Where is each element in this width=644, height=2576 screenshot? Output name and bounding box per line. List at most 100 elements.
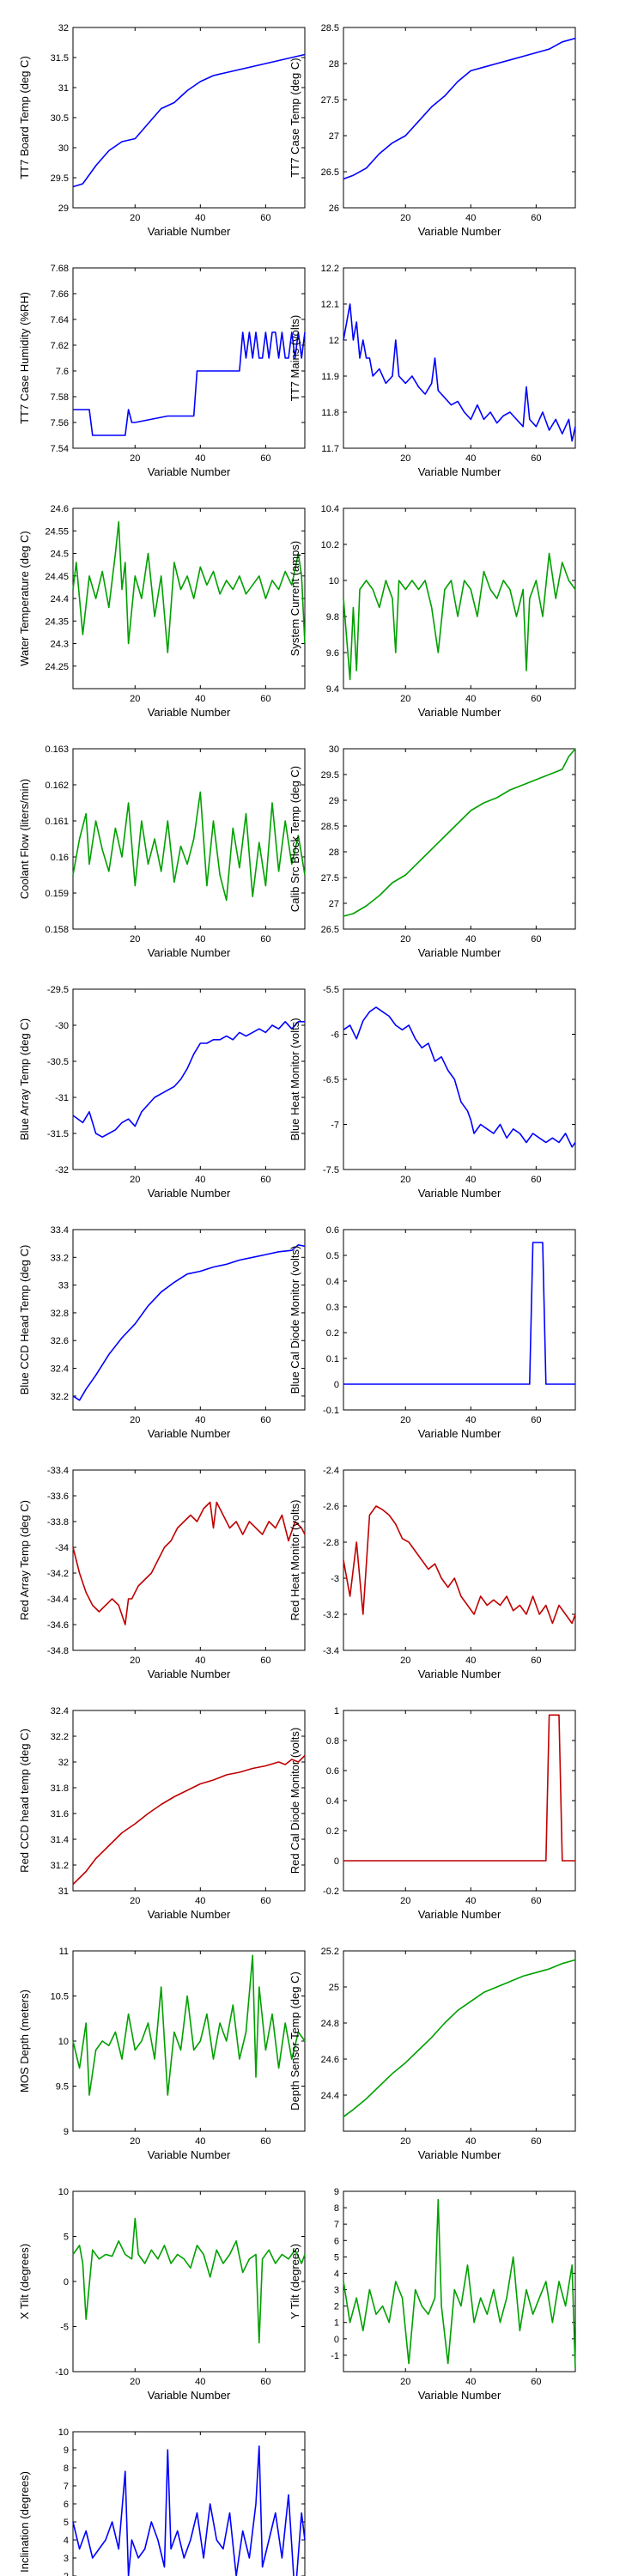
x-tick-label: 20 (400, 934, 410, 945)
plot-frame (343, 1710, 576, 1892)
y-tick-label: 8 (64, 2464, 69, 2474)
subplot-2: 26 26.5 27 27.5 28 28.5 20 40 60 Variable Number T… (289, 23, 576, 238)
y-tick-label: 31.8 (51, 1783, 69, 1794)
y-axis-label: Coolant Flow (liters/min) (18, 779, 31, 899)
series-line (72, 53, 306, 188)
y-tick-label: 24.4 (51, 594, 69, 605)
y-tick-label: -2.6 (323, 1502, 339, 1512)
y-tick-label: 28.5 (321, 23, 339, 33)
y-tick-label: 7.68 (51, 264, 69, 274)
y-tick-label: 0.4 (326, 1277, 339, 1287)
y-tick-label: 12.2 (321, 264, 339, 274)
series-line (72, 520, 306, 653)
y-tick-label: -6 (331, 1030, 339, 1041)
y-tick-label: 32.4 (51, 1364, 69, 1375)
series-line (343, 1714, 575, 1862)
y-tick-label: 0.6 (326, 1225, 339, 1236)
y-axis-label: TT7 Case Humidity (%RH) (18, 292, 31, 424)
series-line (73, 331, 306, 436)
y-tick-label: 7.56 (51, 418, 69, 428)
y-tick-label: 31.5 (51, 53, 69, 64)
subplot-7: 0.158 0.159 0.16 0.161 0.162 0.163 20 40 60 Varia… (18, 744, 306, 959)
y-tick-label: 0.6 (326, 1766, 339, 1777)
plot-frame (343, 267, 576, 449)
y-tick-label: 29 (58, 204, 69, 214)
y-tick-label: 0.8 (326, 1736, 339, 1747)
y-axis-label: TT7 Case Temp (deg C) (289, 58, 301, 177)
plot-frame (72, 1710, 306, 1892)
plot-frame (343, 2190, 576, 2372)
y-axis-label: Inclination (degrees) (18, 2471, 31, 2573)
y-tick-label: 29.5 (51, 173, 69, 184)
y-tick-label: 9.4 (326, 684, 339, 695)
y-tick-label: -34.2 (47, 1569, 69, 1579)
y-tick-label: -29.5 (47, 985, 69, 995)
series-line (343, 303, 576, 442)
y-tick-label: 12 (329, 336, 339, 346)
plot-frame (343, 988, 576, 1170)
x-tick-label: 60 (531, 1415, 541, 1425)
y-tick-label: 7.6 (56, 367, 69, 377)
x-axis-label: Variable Number (418, 946, 501, 959)
y-tick-label: 4 (334, 2269, 339, 2279)
plot-frame (72, 1229, 306, 1411)
x-tick-label: 60 (260, 453, 270, 464)
x-tick-label: 60 (531, 1896, 541, 1906)
y-axis-label: Depth Sensor Temp (deg C) (289, 1971, 301, 2111)
x-tick-label: 20 (400, 1415, 410, 1425)
x-tick-label: 60 (260, 213, 270, 223)
y-axis-label: TT7 Board Temp (deg C) (18, 56, 31, 179)
x-tick-label: 40 (195, 1175, 205, 1185)
series-line (343, 37, 576, 180)
y-tick-label: 0 (334, 1856, 339, 1867)
y-tick-label: -2.4 (323, 1466, 339, 1476)
y-axis-label: Blue Cal Diode Monitor (volts) (289, 1246, 301, 1394)
x-tick-label: 60 (260, 694, 270, 704)
y-tick-label: 31.6 (51, 1809, 69, 1820)
y-tick-label: -7 (331, 1121, 339, 1131)
plot-frame (72, 1950, 306, 2132)
x-axis-label: Variable Number (148, 2148, 231, 2161)
subplot-19: -10 -5 0 5 10 20 40 60 Variable Number X Tilt (de… (18, 2187, 306, 2402)
series-line (343, 552, 576, 681)
x-axis-label: Variable Number (418, 225, 501, 238)
y-tick-label: 0 (64, 2277, 69, 2287)
y-tick-label: 3 (334, 2286, 339, 2296)
y-tick-label: -34 (55, 1543, 69, 1553)
y-tick-label: 8 (334, 2203, 339, 2214)
y-axis-label: System Current (amps) (289, 541, 301, 656)
x-tick-label: 60 (531, 213, 541, 223)
y-axis-label: Y Tilt (degrees) (289, 2244, 301, 2319)
y-tick-label: 30.5 (51, 113, 69, 124)
y-tick-label: 32 (58, 1758, 69, 1768)
subplot-6: 9.4 9.6 9.8 10 10.2 10.4 20 40 60 Variable Number… (289, 504, 576, 719)
y-tick-label: 9.5 (56, 2082, 69, 2093)
y-tick-label: 0.16 (51, 853, 69, 863)
y-tick-label: -32 (55, 1165, 69, 1176)
subplot-11: 32.2 32.4 32.6 32.8 33 33.2 33.4 20 40 60 Variable… (18, 1225, 306, 1440)
y-tick-label: 30 (329, 744, 339, 755)
x-tick-label: 20 (130, 1175, 140, 1185)
y-tick-label: 11 (59, 1947, 69, 1957)
y-tick-label: 0.2 (326, 1328, 339, 1339)
subplot-21: 012345678910204060Variable NumberInclina… (18, 2427, 306, 2576)
series-line (343, 2198, 576, 2369)
series-line (343, 1959, 576, 2117)
subplot-13: -34.8 -34.6 -34.4 -34.2 -34 -33.8 -33.6 -33.4 20… (18, 1466, 306, 1680)
y-tick-label: 7.66 (51, 289, 69, 300)
y-tick-label: 7 (64, 2482, 69, 2492)
y-tick-label: 1 (334, 2318, 339, 2329)
plot-frame (343, 27, 576, 209)
y-tick-label: 0.163 (45, 744, 69, 755)
y-tick-label: 11.9 (321, 372, 339, 382)
subplot-8: 26.5 27 27.5 28 28.5 29 29.5 30 20 40 60 Variable N… (289, 744, 576, 959)
y-tick-label: 10 (329, 576, 339, 586)
y-tick-label: -31 (55, 1093, 69, 1103)
y-tick-label: -33.6 (47, 1492, 69, 1502)
subplot-12: -0.1 0 0.1 0.2 0.3 0.4 0.5 0.6 20 40 60 Variable Nu… (289, 1225, 576, 1440)
y-tick-label: 9 (64, 2127, 69, 2137)
y-tick-label: 32.2 (51, 1392, 69, 1402)
y-tick-label: 0.162 (45, 781, 69, 791)
y-tick-label: -34.4 (47, 1595, 69, 1605)
